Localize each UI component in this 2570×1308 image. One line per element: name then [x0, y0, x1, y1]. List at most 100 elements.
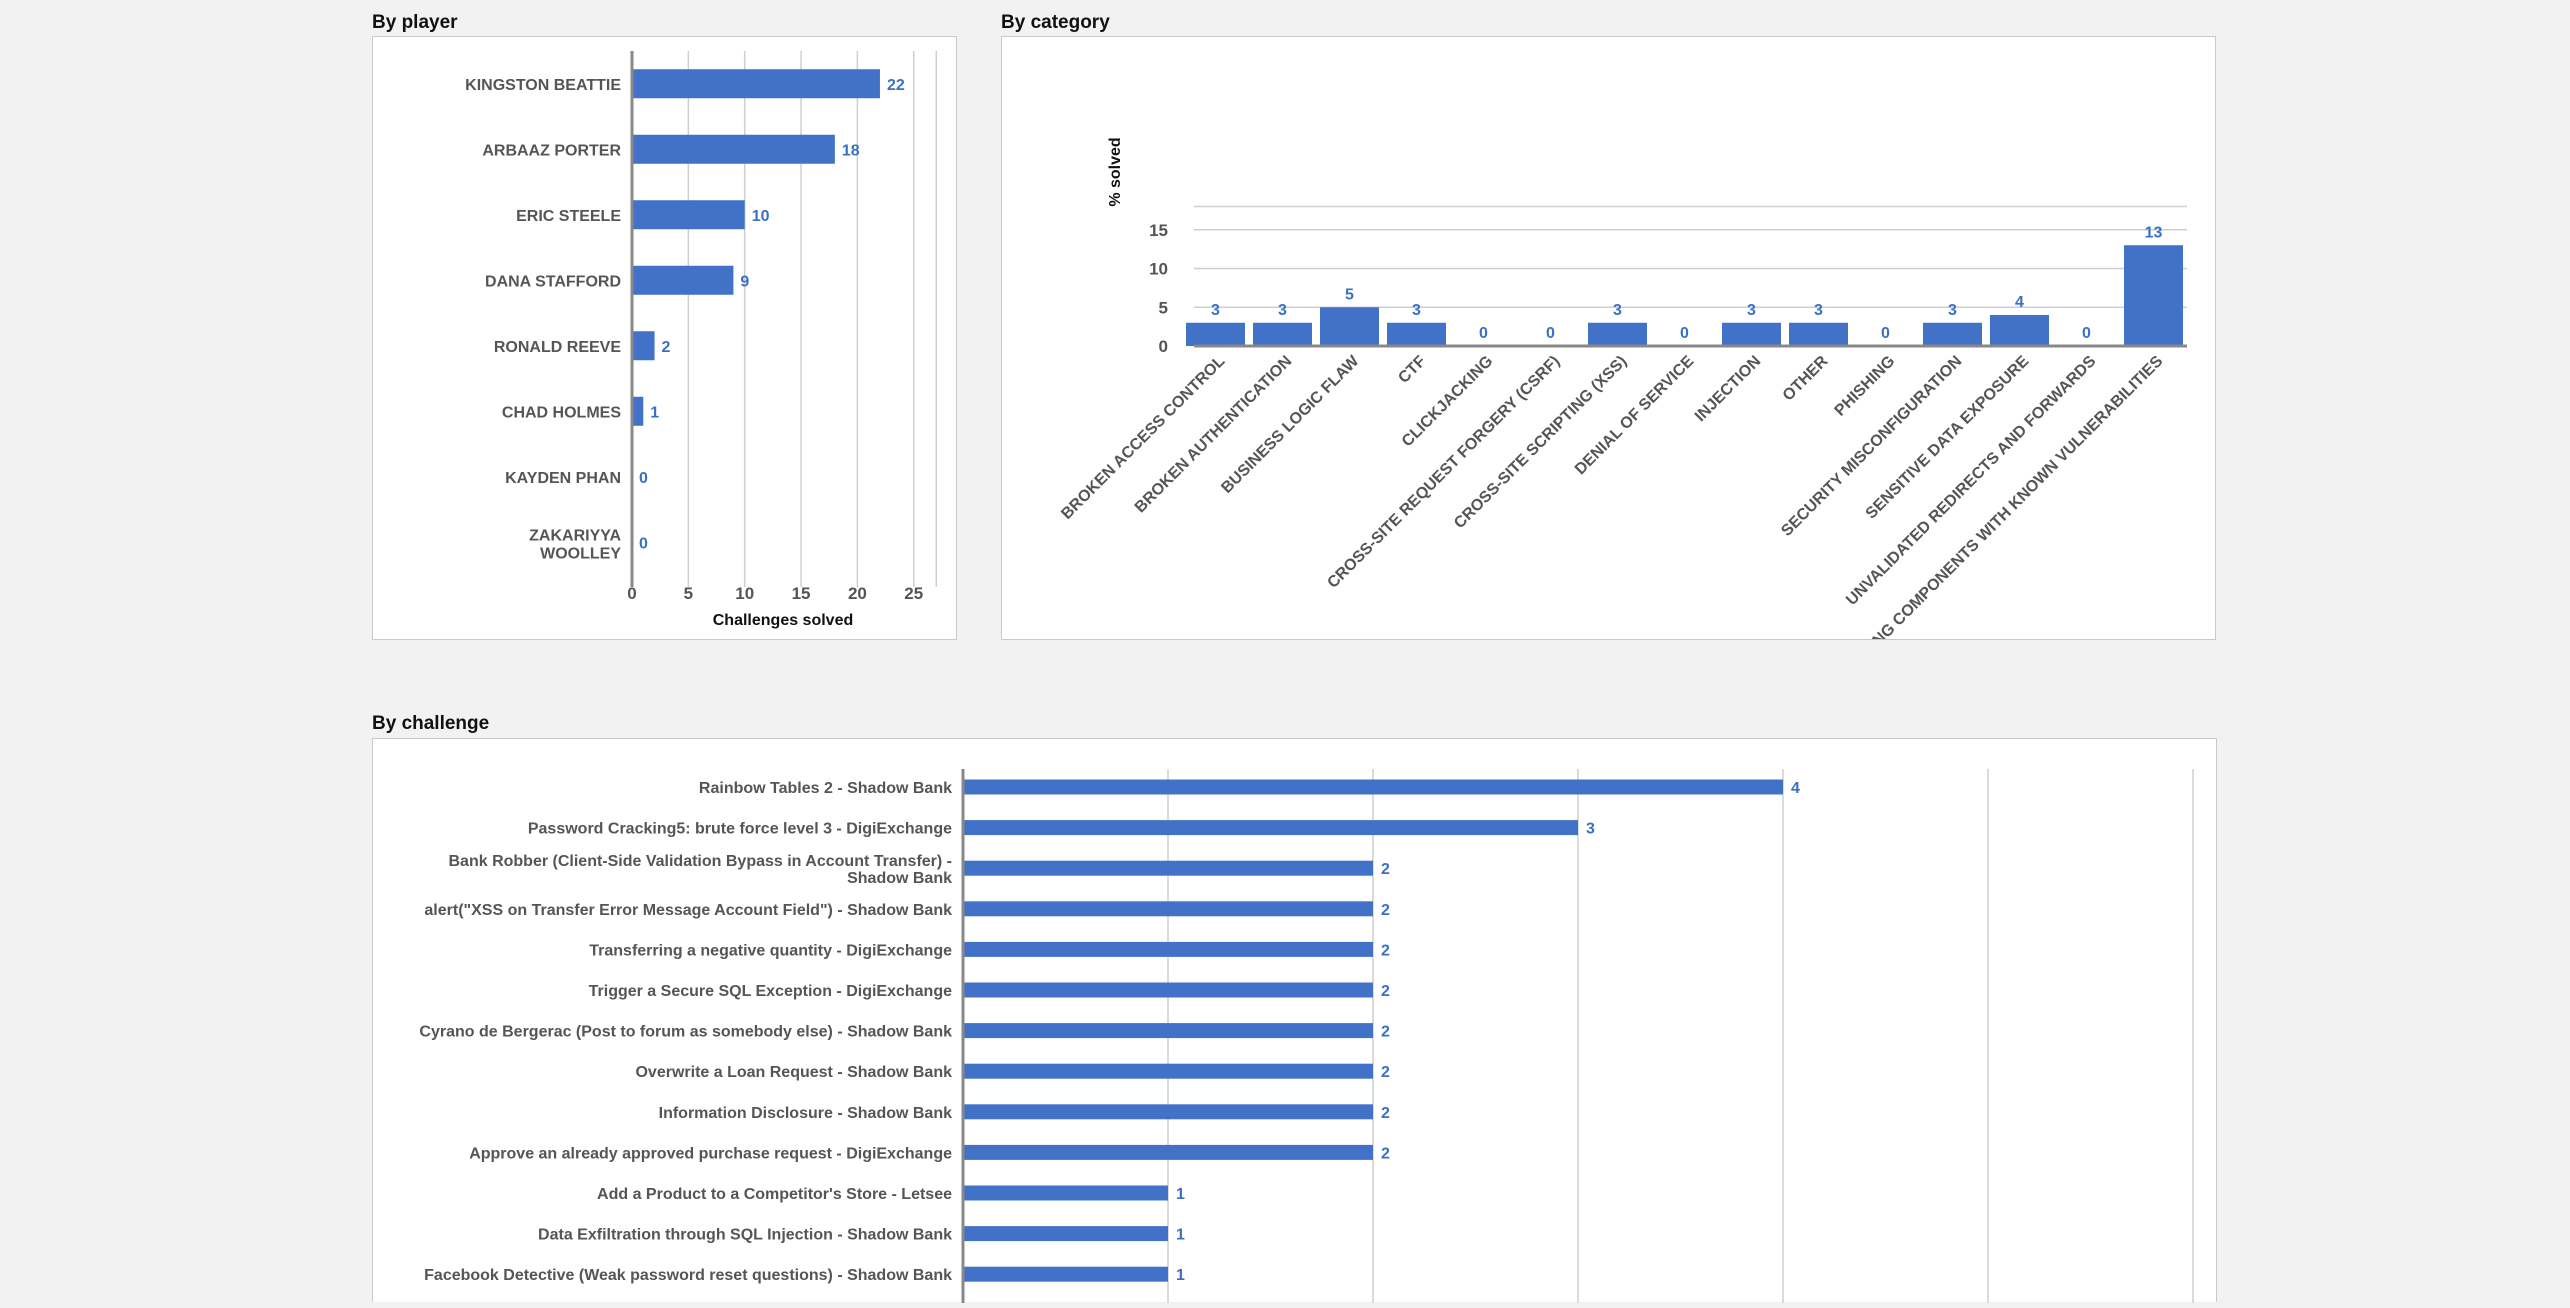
data-label: 0 — [1881, 325, 1890, 342]
category-label: Approve an already approved purchase req… — [469, 1145, 952, 1162]
by-player-title: By player — [372, 12, 458, 33]
category-label: Cyrano de Bergerac (Post to forum as som… — [419, 1024, 952, 1041]
category-label: KAYDEN PHAN — [505, 470, 621, 487]
data-label: 0 — [639, 470, 648, 487]
x-tick-label: 5 — [684, 584, 693, 603]
y-tick-label: 15 — [1149, 221, 1168, 240]
data-label: 0 — [2082, 325, 2091, 342]
by-category-title: By category — [1001, 12, 1110, 33]
category-label: CTF — [1395, 353, 1429, 387]
y-tick-label: 5 — [1159, 298, 1168, 317]
data-label: 1 — [650, 404, 659, 421]
category-label: RONALD REEVE — [494, 339, 621, 356]
data-label: 18 — [842, 142, 860, 159]
x-tick-label: 15 — [792, 584, 811, 603]
data-label: 2 — [1381, 1024, 1390, 1041]
data-label: 2 — [1381, 983, 1390, 1000]
data-label: 3 — [1586, 821, 1595, 838]
category-label: DENIAL OF SERVICE — [1572, 353, 1698, 479]
by-challenge-chart: Rainbow Tables 2 - Shadow Bank 4 Password … — [419, 769, 2194, 1303]
data-label: 9 — [740, 273, 749, 290]
bar — [1588, 322, 1647, 346]
bar — [963, 941, 1373, 957]
category-label: DANA STAFFORD — [485, 273, 621, 290]
x-axis-title: Challenges solved — [713, 612, 854, 629]
data-label: 3 — [1948, 302, 1957, 319]
bar — [632, 69, 880, 99]
y-tick-label: 0 — [1159, 337, 1168, 356]
data-label: 2 — [1381, 902, 1390, 919]
bar — [1789, 322, 1848, 346]
bar — [632, 200, 745, 230]
bar — [1923, 322, 1982, 346]
category-label: Data Exfiltration through SQL Injection … — [538, 1227, 952, 1244]
category-label: Transferring a negative quantity - DigiE… — [589, 942, 952, 959]
data-label: 4 — [1791, 780, 1800, 797]
by-category-panel: 0 5 10 15% solved 3 BROKEN ACCESS CONTROL 3 BRO… — [1001, 36, 2216, 668]
by-player-chart: KINGSTON BEATTIE 22 ARBAAZ PORTER 18 ERIC ST… — [465, 51, 938, 629]
data-label: 3 — [1747, 302, 1756, 319]
by-player-panel: KINGSTON BEATTIE 22 ARBAAZ PORTER 18 ERIC ST… — [372, 36, 957, 640]
bar — [2124, 245, 2183, 346]
category-label: UNVALIDATED REDIRECTS AND FORWARDS — [1843, 353, 2099, 609]
bar — [632, 396, 644, 426]
bar — [632, 134, 835, 164]
bar — [1253, 322, 1312, 346]
x-tick-label: 20 — [848, 584, 867, 603]
data-label: 1 — [1176, 1186, 1185, 1203]
bar — [1186, 322, 1245, 346]
data-label: 2 — [1381, 861, 1390, 878]
data-label: 0 — [1680, 325, 1689, 342]
bar — [963, 1104, 1373, 1120]
y-axis-title: % solved — [1107, 137, 1124, 206]
y-tick-label: 10 — [1149, 260, 1168, 279]
data-label: 2 — [662, 339, 671, 356]
category-label: ARBAAZ PORTER — [482, 142, 621, 159]
bar — [963, 1185, 1168, 1201]
data-label: 3 — [1412, 302, 1421, 319]
x-tick-label: 0 — [627, 584, 636, 603]
data-label: 4 — [2015, 294, 2024, 311]
data-label: 1 — [1176, 1267, 1185, 1284]
bar — [632, 265, 734, 295]
data-label: 2 — [1381, 1064, 1390, 1081]
category-label: Password Cracking5: brute force level 3 … — [528, 821, 952, 838]
x-tick-label: 10 — [735, 584, 754, 603]
category-label: Overwrite a Loan Request - Shadow Bank — [635, 1064, 952, 1081]
category-label: BUSINESS LOGIC FLAW — [1218, 352, 1363, 497]
bar — [1387, 322, 1446, 346]
bar — [963, 860, 1373, 876]
data-label: 2 — [1381, 1145, 1390, 1162]
data-label: 0 — [639, 535, 648, 552]
category-label: ZAKARIYYA WOOLLEY — [529, 527, 621, 562]
data-label: 22 — [887, 77, 905, 94]
data-label: 3 — [1211, 302, 1220, 319]
category-label: alert("XSS on Transfer Error Message Acc… — [424, 902, 952, 919]
category-label: Trigger a Secure SQL Exception - DigiExc… — [589, 983, 952, 1000]
category-label: Information Disclosure - Shadow Bank — [659, 1105, 952, 1122]
bar — [963, 1226, 1168, 1242]
bar — [963, 982, 1373, 998]
data-label: 3 — [1278, 302, 1287, 319]
category-label: KINGSTON BEATTIE — [465, 77, 621, 94]
category-label: PHISHING — [1832, 353, 1899, 420]
data-label: 10 — [752, 208, 770, 225]
category-label: OTHER — [1780, 352, 1832, 404]
data-label: 13 — [2145, 224, 2163, 241]
bar — [963, 1266, 1168, 1282]
bar — [963, 820, 1578, 836]
category-label: Facebook Detective (Weak password reset … — [424, 1267, 952, 1284]
category-label: ERIC STEELE — [516, 208, 621, 225]
bar — [963, 1063, 1373, 1079]
category-label: Bank Robber (Client-Side Validation Bypa… — [449, 853, 953, 887]
data-label: 2 — [1381, 942, 1390, 959]
bar — [963, 1023, 1373, 1039]
bar — [963, 1144, 1373, 1160]
bar — [963, 779, 1783, 795]
bar — [1990, 315, 2049, 346]
bar — [963, 901, 1373, 917]
data-label: 0 — [1546, 325, 1555, 342]
bar — [1722, 322, 1781, 346]
category-label: CROSS-SITE REQUEST FORGERY (CSRF) — [1324, 353, 1563, 592]
